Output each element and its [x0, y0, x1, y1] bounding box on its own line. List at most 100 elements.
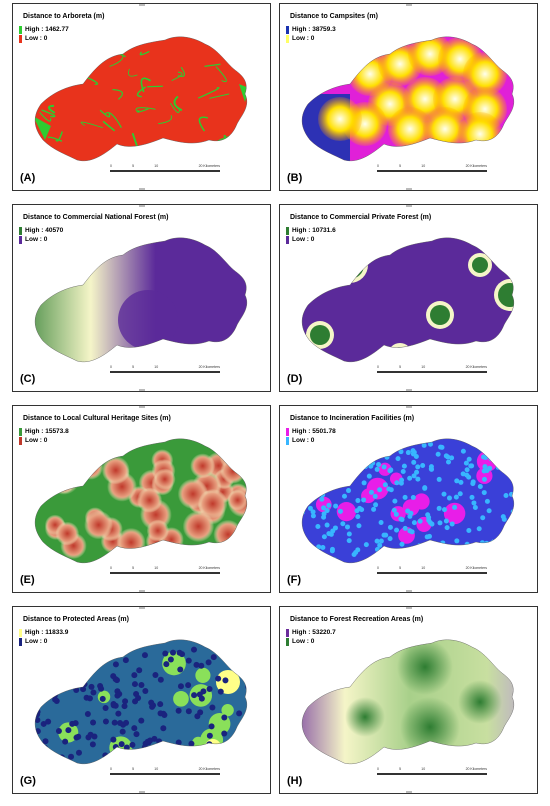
- legend-low-label: Low : 0: [25, 35, 48, 42]
- scale-bar: 0 5 10 20 Kilometers: [377, 767, 487, 779]
- legend-low-swatch: [19, 436, 22, 445]
- frame-tick-top: [139, 607, 145, 609]
- scale-bar: 0 5 10 20 Kilometers: [377, 365, 487, 377]
- legend-low-label: Low : 0: [25, 638, 48, 645]
- map-raster-h: [301, 639, 515, 765]
- scale-bar-ticks: 0 5 10 20 Kilometers: [377, 164, 487, 168]
- legend-high-swatch: [286, 427, 289, 436]
- scale-bar: 0 5 10 20 Kilometers: [110, 566, 220, 578]
- scale-bar: 0 5 10 20 Kilometers: [110, 365, 220, 377]
- legend-low-row: Low : 0: [19, 34, 69, 43]
- scale-tick-label: 0: [110, 566, 112, 570]
- panel-label: (A): [20, 172, 36, 184]
- legend-high-row: High : 15573.8: [19, 427, 69, 436]
- legend-low-swatch: [19, 34, 22, 43]
- legend-low-row: Low : 0: [19, 436, 69, 445]
- legend: High : 5501.78 Low : 0: [286, 427, 336, 445]
- scale-tick-label: 5: [132, 164, 135, 168]
- scale-bar-graphic: [110, 170, 220, 172]
- legend-high-row: High : 40570: [19, 226, 63, 235]
- scale-bar-ticks: 0 5 10 20 Kilometers: [377, 566, 487, 570]
- legend: High : 38759.3 Low : 0: [286, 25, 336, 43]
- legend-low-row: Low : 0: [286, 235, 336, 244]
- map-raster-a: [34, 36, 248, 162]
- scale-bar-graphic: [377, 572, 487, 574]
- scale-tick-label: 0: [377, 365, 379, 369]
- map-panel-e: Distance to Local Cultural Heritage Site…: [12, 405, 271, 593]
- frame-tick-top: [139, 4, 145, 6]
- frame-tick-bottom: [139, 389, 145, 391]
- legend: High : 53220.7 Low : 0: [286, 628, 336, 646]
- map-panel-a: Distance to Arboreta (m) High : 1462.77 Lo…: [12, 3, 271, 191]
- map-panel-f: Distance to Incineration Facilities (m) H…: [279, 405, 538, 593]
- legend-low-label: Low : 0: [25, 236, 48, 243]
- scale-bar: 0 5 10 20 Kilometers: [377, 164, 487, 176]
- scale-tick-label: 20 Kilometers: [465, 164, 487, 168]
- legend-high-swatch: [286, 628, 289, 637]
- map-panel-d: Distance to Commercial Private Forest (m…: [279, 204, 538, 392]
- map-raster-g: [34, 639, 248, 765]
- scale-tick-label: 10: [421, 566, 426, 570]
- map-raster-b: [301, 36, 515, 162]
- legend-high-label: High : 1462.77: [25, 26, 69, 33]
- scale-bar-graphic: [110, 773, 220, 775]
- map-raster-d: [301, 237, 515, 363]
- scale-bar-graphic: [377, 170, 487, 172]
- legend-low-row: Low : 0: [19, 637, 68, 646]
- frame-tick-bottom: [139, 188, 145, 190]
- panel-label: (H): [287, 775, 303, 787]
- legend-high-row: High : 11833.9: [19, 628, 68, 637]
- scale-tick-label: 5: [399, 566, 402, 570]
- legend-high-swatch: [286, 25, 289, 34]
- scale-bar-graphic: [377, 773, 487, 775]
- legend-high-row: High : 53220.7: [286, 628, 336, 637]
- scale-tick-label: 5: [399, 365, 402, 369]
- legend-low-swatch: [19, 235, 22, 244]
- legend-high-swatch: [19, 25, 22, 34]
- scale-tick-label: 10: [421, 767, 426, 771]
- panel-label: (G): [20, 775, 36, 787]
- legend-high-row: High : 38759.3: [286, 25, 336, 34]
- scale-bar-ticks: 0 5 10 20 Kilometers: [377, 365, 487, 369]
- legend-high-row: High : 10731.6: [286, 226, 336, 235]
- scale-tick-label: 5: [132, 767, 135, 771]
- scale-tick-label: 5: [132, 566, 135, 570]
- scale-tick-label: 10: [421, 164, 426, 168]
- frame-tick-top: [406, 607, 412, 609]
- legend: High : 1462.77 Low : 0: [19, 25, 69, 43]
- map-panel-c: Distance to Commercial National Forest (…: [12, 204, 271, 392]
- frame-tick-top: [406, 205, 412, 207]
- map-panel-g: Distance to Protected Areas (m) High : 11…: [12, 606, 271, 794]
- map-panel-h: Distance to Forest Recreation Areas (m) H…: [279, 606, 538, 794]
- scale-tick-label: 20 Kilometers: [198, 767, 220, 771]
- scale-bar-graphic: [110, 572, 220, 574]
- legend-low-row: Low : 0: [286, 436, 336, 445]
- frame-tick-bottom: [406, 188, 412, 190]
- legend-high-swatch: [286, 226, 289, 235]
- scale-tick-label: 0: [110, 164, 112, 168]
- frame-tick-top: [139, 406, 145, 408]
- scale-tick-label: 5: [399, 767, 402, 771]
- panel-label: (F): [287, 574, 302, 586]
- panel-title: Distance to Incineration Facilities (m): [290, 415, 415, 422]
- scale-tick-label: 10: [154, 164, 159, 168]
- panel-label: (B): [287, 172, 303, 184]
- map-raster-e: [34, 438, 248, 564]
- panel-label: (E): [20, 574, 35, 586]
- legend-high-label: High : 11833.9: [25, 629, 69, 636]
- panel-title: Distance to Local Cultural Heritage Site…: [23, 415, 171, 422]
- panel-title: Distance to Campsites (m): [290, 13, 378, 20]
- panel-title: Distance to Arboreta (m): [23, 13, 105, 20]
- legend-high-label: High : 10731.6: [292, 227, 336, 234]
- legend-low-row: Low : 0: [286, 34, 336, 43]
- frame-tick-top: [139, 205, 145, 207]
- scale-tick-label: 5: [132, 365, 135, 369]
- legend-low-row: Low : 0: [19, 235, 63, 244]
- legend-low-label: Low : 0: [292, 236, 315, 243]
- frame-tick-bottom: [406, 791, 412, 793]
- panel-title: Distance to Commercial National Forest (…: [23, 214, 169, 221]
- scale-tick-label: 10: [421, 365, 426, 369]
- scale-tick-label: 20 Kilometers: [465, 566, 487, 570]
- scale-bar: 0 5 10 20 Kilometers: [377, 566, 487, 578]
- legend-high-swatch: [19, 226, 22, 235]
